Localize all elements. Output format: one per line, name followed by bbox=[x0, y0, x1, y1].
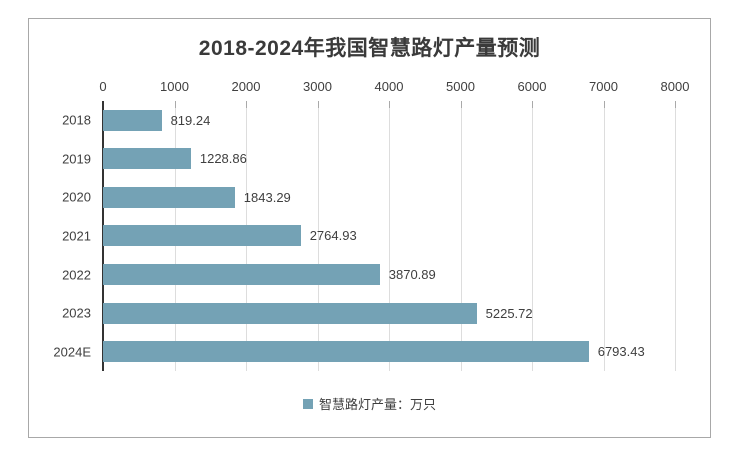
bar-row: 3870.89 bbox=[103, 255, 675, 294]
bar-row: 1843.29 bbox=[103, 178, 675, 217]
chart-frame: 2018-2024年我国智慧路灯产量预测 0 1000 2000 3000 4000 50… bbox=[28, 18, 711, 438]
bar-2021 bbox=[103, 225, 301, 247]
value-axis-labels: 0 1000 2000 3000 4000 5000 6000 7000 8000 bbox=[99, 79, 689, 95]
axis-tick bbox=[603, 101, 605, 108]
bar-2024E bbox=[103, 341, 589, 363]
gridline bbox=[603, 101, 605, 371]
bar-value-label: 1228.86 bbox=[199, 151, 247, 167]
bar-value-label: 6793.43 bbox=[597, 344, 645, 360]
bar-row: 1228.86 bbox=[103, 140, 675, 179]
bar-2022 bbox=[103, 264, 380, 286]
category-axis-labels: 2018 2019 2020 2021 2022 2023 2024E bbox=[29, 101, 91, 371]
gridline bbox=[317, 101, 319, 371]
axis-tick bbox=[246, 101, 247, 108]
category-label-2019: 2019 bbox=[62, 151, 91, 167]
legend: 智慧路灯产量：万只 bbox=[29, 394, 710, 413]
value-axis-tick-label: 1000 bbox=[160, 79, 189, 94]
bar-2023 bbox=[103, 302, 477, 324]
value-axis-tick-label: 2000 bbox=[231, 79, 261, 94]
bar-2019 bbox=[103, 148, 191, 170]
bar-2018 bbox=[103, 109, 162, 131]
gridline bbox=[675, 101, 676, 371]
plot-area: 819.24 1228.86 1843.29 2764.93 3870.89 5225.7… bbox=[102, 101, 676, 371]
bar-row: 5225.72 bbox=[103, 294, 675, 333]
category-label-2022: 2022 bbox=[62, 267, 91, 283]
bar-value-label: 1843.29 bbox=[243, 189, 291, 205]
chart-title: 2018-2024年我国智慧路灯产量预测 bbox=[198, 37, 541, 60]
bar-row: 6793.43 bbox=[103, 332, 675, 371]
bar-value-label: 5225.72 bbox=[485, 305, 533, 321]
bar-row: 2764.93 bbox=[103, 217, 675, 256]
bar-value-label: 3870.89 bbox=[388, 267, 436, 283]
gridline bbox=[460, 101, 462, 371]
value-axis-tick-label: 7000 bbox=[589, 79, 618, 94]
bar-value-label: 819.24 bbox=[170, 112, 211, 128]
value-axis-tick-label: 3000 bbox=[303, 79, 332, 94]
bar-value-label: 2764.93 bbox=[309, 228, 357, 244]
value-axis-tick-label: 6000 bbox=[517, 79, 547, 94]
axis-tick bbox=[317, 101, 319, 108]
axis-tick bbox=[675, 101, 676, 108]
category-label-2018: 2018 bbox=[62, 112, 91, 128]
bar-2020 bbox=[103, 186, 235, 208]
legend-label: 智慧路灯产量：万只 bbox=[318, 397, 436, 412]
value-axis-tick-label: 0 bbox=[99, 79, 107, 94]
category-label-2020: 2020 bbox=[62, 189, 91, 205]
axis-tick bbox=[174, 101, 176, 108]
axis-tick bbox=[460, 101, 462, 108]
axis-tick bbox=[532, 101, 533, 108]
axis-tick bbox=[389, 101, 390, 108]
category-label-2023: 2023 bbox=[62, 305, 91, 321]
value-axis-tick-label: 8000 bbox=[660, 79, 690, 94]
value-axis-tick-label: 5000 bbox=[446, 79, 475, 94]
value-axis-tick-label: 4000 bbox=[374, 79, 404, 94]
bar-row: 819.24 bbox=[103, 101, 675, 140]
gridline bbox=[389, 101, 390, 371]
category-label-2024E: 2024E bbox=[53, 344, 91, 360]
legend-marker-icon bbox=[302, 398, 313, 409]
category-label-2021: 2021 bbox=[62, 228, 91, 244]
gridline bbox=[532, 101, 533, 371]
